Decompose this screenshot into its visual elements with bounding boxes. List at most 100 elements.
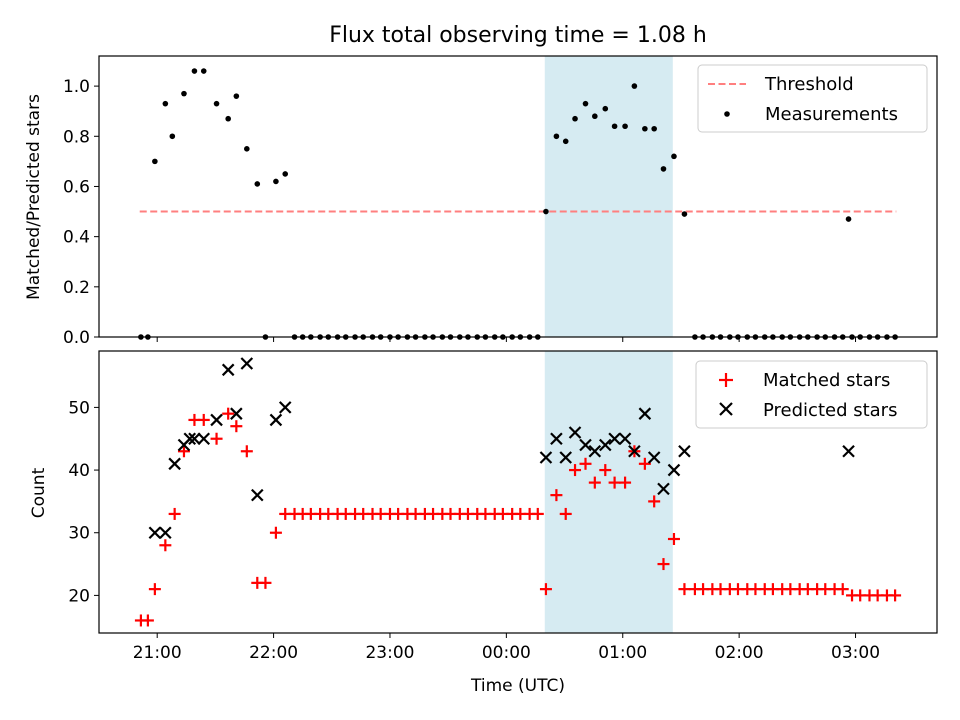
measurement-point <box>622 123 628 130</box>
bottom-panel: 20 30 40 50 21:00 22:00 23:00 00:00 01:00 02:00 0… <box>29 350 938 696</box>
predicted-star-point <box>647 451 661 464</box>
measurement-point <box>152 158 158 165</box>
matched-star-point <box>657 558 670 571</box>
top-plot-frame <box>98 55 938 338</box>
measurement-point <box>562 138 569 145</box>
measurement-point <box>845 216 852 222</box>
measurement-point <box>162 100 169 107</box>
matched-star-point <box>539 583 552 596</box>
matched-star-point <box>197 413 210 426</box>
measurement-point <box>681 211 688 217</box>
predicted-star-point <box>168 457 181 471</box>
matched-star-point <box>240 445 253 458</box>
matched-star-point <box>569 464 582 477</box>
predicted-star-point <box>159 526 172 540</box>
matched-star-point <box>608 476 621 489</box>
predicted-star-point <box>188 432 201 446</box>
measurement-point <box>611 123 618 130</box>
predicted-star-point <box>842 444 855 458</box>
matched-star-point <box>559 507 572 520</box>
predicted-star-point <box>667 463 681 477</box>
legend-predicted-swatch <box>719 402 733 416</box>
bottom-y-axis-label: Count <box>29 467 49 518</box>
measurement-point <box>553 133 560 140</box>
predicted-star-point <box>210 413 223 427</box>
top-y-axis-label: Matched/Predicted stars <box>24 94 44 300</box>
matched-star-point <box>836 583 849 596</box>
bottom-x-ticks: 21:00 22:00 23:00 00:00 01:00 02:00 03:00 <box>133 633 880 663</box>
measurement-point <box>169 133 176 140</box>
top-shaded-interval <box>544 56 673 337</box>
measurement-point <box>582 100 589 107</box>
measurement-point <box>254 181 261 187</box>
x-tick-label: 01:00 <box>598 643 647 663</box>
bottom-legend-box <box>695 360 928 429</box>
matched-star-point <box>588 476 601 489</box>
predicted-star-point <box>628 444 641 458</box>
matched-star-point <box>148 583 161 596</box>
measurement-point <box>651 125 657 132</box>
predicted-star-point <box>197 432 211 446</box>
predicted-star-point <box>568 426 582 439</box>
x-tick-label: 22:00 <box>249 643 298 663</box>
bottom-shaded-interval <box>544 351 673 633</box>
predicted-star-point <box>221 363 235 377</box>
bottom-y-tick-label: 20 <box>68 586 90 606</box>
predicted-star-point <box>678 444 691 458</box>
measurement-point <box>213 100 220 107</box>
predicted-star-point <box>251 488 264 502</box>
matched-star-point <box>678 583 691 596</box>
matched-star-point <box>141 614 154 627</box>
legend-measurements-label: Measurements <box>765 104 898 125</box>
matched-star-point <box>889 589 902 602</box>
predicted-star-point <box>539 451 553 464</box>
matched-star-point <box>599 464 612 477</box>
top-y-ticks: 0.0 0.2 0.4 0.6 0.8 1.0 <box>63 77 99 348</box>
predicted-star-point <box>148 526 162 540</box>
top-x-ticks <box>156 337 857 342</box>
bottom-plot-frame <box>98 350 938 634</box>
top-y-tick-label: 0.4 <box>63 228 90 248</box>
x-tick-label: 03:00 <box>831 643 880 663</box>
measurement-point <box>181 90 187 97</box>
matched-star-point <box>579 457 592 470</box>
matched-star-point <box>550 489 563 502</box>
measurement-point <box>225 115 231 122</box>
matched-star-point <box>531 507 544 520</box>
matched-star-point <box>230 420 243 433</box>
legend-predicted-label: Predicted stars <box>763 400 897 421</box>
matched-star-point <box>222 407 235 420</box>
measurement-point <box>200 68 207 74</box>
matched-star-point <box>159 539 172 552</box>
measurement-point <box>543 208 549 215</box>
predicted-star-point <box>579 438 592 452</box>
measurement-point <box>631 83 638 89</box>
predicted-star-point <box>550 432 563 446</box>
measurement-point <box>244 146 250 152</box>
measurement-point <box>282 171 289 177</box>
matched-star-point <box>638 457 651 470</box>
measurement-point <box>233 93 240 99</box>
predicted-star-point <box>269 413 283 427</box>
x-tick-label: 21:00 <box>133 643 182 663</box>
predicted-star-point <box>230 407 243 420</box>
bottom-y-ticks: 20 30 40 50 <box>68 398 99 606</box>
top-panel: 0.0 0.2 0.4 0.6 0.8 1.0 Matched/Predicted sta… <box>24 55 938 348</box>
top-y-tick-label: 0.0 <box>63 328 90 348</box>
predicted-star-point <box>588 444 602 458</box>
top-y-tick-label: 1.0 <box>63 77 90 97</box>
bottom-y-tick-label: 40 <box>68 461 90 481</box>
matched-star-point <box>177 445 190 458</box>
measurement-point <box>191 68 198 74</box>
predicted-star-point <box>278 401 292 414</box>
predicted-star-point <box>559 451 572 464</box>
matched-star-point <box>648 495 661 508</box>
matched-star-point <box>210 432 223 445</box>
top-y-tick-label: 0.2 <box>63 278 90 298</box>
matched-star-point <box>667 533 680 545</box>
predicted-star-point <box>608 432 621 446</box>
top-legend-box <box>697 64 928 133</box>
x-tick-label: 02:00 <box>715 643 764 663</box>
x-tick-label: 23:00 <box>365 643 414 663</box>
